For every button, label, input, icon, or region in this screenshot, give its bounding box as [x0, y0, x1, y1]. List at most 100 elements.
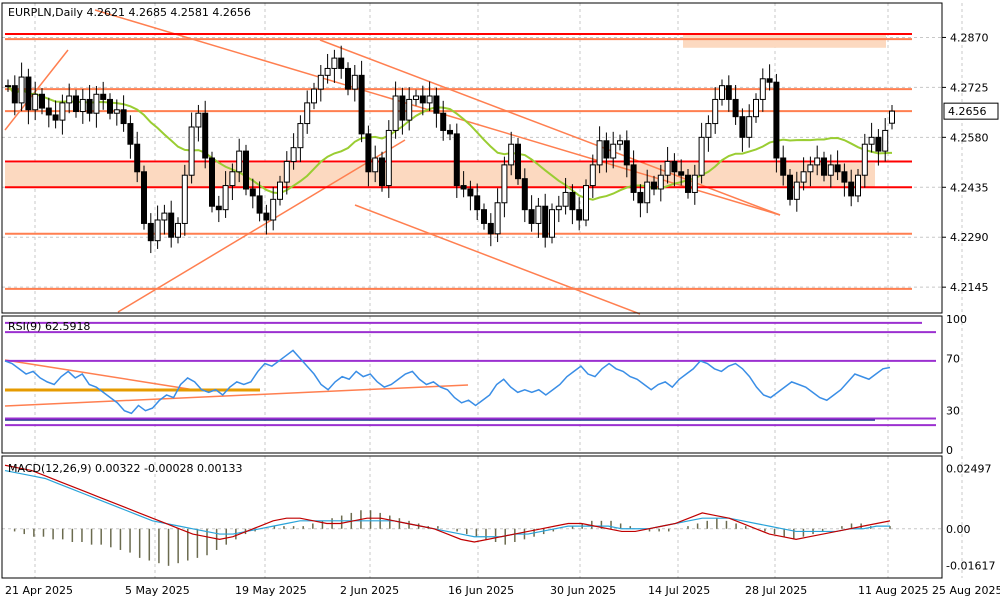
- price-zone: [683, 34, 886, 48]
- axes: 4.2870 4.2725 4.2580 4.2435 4.2290 4.2145 4.26…: [5, 31, 1000, 597]
- candle: [875, 136, 882, 152]
- candle: [535, 205, 542, 224]
- candle: [474, 195, 481, 211]
- candle: [113, 109, 120, 114]
- candle: [283, 160, 290, 183]
- candle: [671, 160, 678, 173]
- candle: [236, 150, 243, 173]
- candle: [766, 78, 773, 83]
- candle: [311, 88, 317, 104]
- candle: [623, 140, 630, 166]
- candle: [787, 174, 793, 200]
- date-tick-label: 2 Jun 2025: [340, 584, 399, 597]
- candle: [861, 143, 868, 176]
- candle: [691, 174, 698, 193]
- rsi-tick-label: 70: [946, 352, 960, 365]
- main-header: EURPLN,Daily 4.2621 4.2685 4.2581 4.2656: [8, 6, 251, 19]
- candle: [399, 95, 406, 121]
- rsi-trendline-1: [4, 359, 196, 391]
- candle: [249, 188, 256, 197]
- candle: [188, 126, 195, 176]
- candle: [426, 95, 433, 104]
- candle: [147, 222, 154, 242]
- candle: [773, 81, 780, 159]
- candle: [657, 174, 664, 190]
- candle: [263, 212, 270, 221]
- candle: [141, 171, 147, 224]
- date-tick-label: 19 May 2025: [235, 584, 307, 597]
- candle: [331, 57, 338, 69]
- candle: [712, 98, 719, 125]
- candle: [759, 78, 766, 100]
- date-tick-label: 14 Jul 2025: [648, 584, 710, 597]
- candle: [154, 219, 161, 242]
- date-tick-label: 5 May 2025: [125, 584, 190, 597]
- candles: [5, 45, 895, 254]
- candle: [576, 209, 583, 221]
- date-tick-label: 30 Jun 2025: [550, 584, 616, 597]
- candle: [780, 157, 787, 176]
- rsi-tick-label: 30: [946, 405, 960, 418]
- candle: [413, 95, 419, 100]
- candle: [358, 74, 365, 135]
- candle: [392, 95, 399, 131]
- rsi-panel: [4, 321, 936, 427]
- rsi-line: [4, 349, 891, 415]
- date-tick-label: 11 Aug 2025: [858, 584, 928, 597]
- candle: [542, 205, 549, 238]
- candle: [324, 67, 331, 76]
- moving-average: [7, 85, 893, 201]
- candle: [73, 95, 79, 112]
- candle: [685, 174, 691, 193]
- candle: [528, 209, 535, 224]
- candle: [317, 74, 324, 90]
- candle: [372, 157, 379, 173]
- candle: [39, 93, 45, 109]
- rsi-tick-label: 0: [946, 444, 953, 457]
- candle: [406, 98, 413, 121]
- rsi-tick-label: 100: [946, 313, 967, 326]
- candle: [508, 143, 515, 166]
- rsi-trendline-2: [4, 384, 469, 407]
- candle: [419, 95, 426, 104]
- price-tick-label: 4.2580: [950, 131, 989, 144]
- candle: [447, 129, 453, 135]
- candle: [256, 195, 263, 214]
- candle: [562, 191, 569, 207]
- candle: [583, 185, 589, 221]
- panel-frame-3: [1, 455, 943, 579]
- candle: [555, 205, 562, 211]
- candle: [453, 133, 460, 187]
- candle: [202, 112, 209, 159]
- candle: [821, 157, 827, 176]
- candle: [66, 95, 73, 104]
- candle: [651, 181, 657, 190]
- macd-line: [4, 464, 891, 543]
- candle: [433, 95, 440, 114]
- candle: [807, 164, 814, 173]
- candle: [345, 67, 351, 90]
- candle: [868, 136, 875, 145]
- price-tick-label: 4.2435: [950, 181, 989, 194]
- candle: [617, 140, 623, 145]
- candle: [487, 222, 494, 235]
- date-tick-label: 21 Apr 2025: [5, 584, 73, 597]
- candle: [277, 181, 283, 200]
- candle: [882, 129, 889, 152]
- candle: [304, 102, 311, 125]
- candle: [222, 185, 229, 211]
- date-tick-label: 28 Jul 2025: [745, 584, 807, 597]
- candle: [100, 93, 107, 100]
- candle: [644, 181, 651, 204]
- candle: [793, 181, 800, 200]
- candle: [209, 157, 215, 207]
- macd-signal-line: [4, 469, 890, 538]
- rsi-header: RSI(9) 62.5918: [8, 320, 90, 333]
- candle: [18, 76, 25, 104]
- candle: [79, 98, 86, 112]
- candle: [175, 222, 181, 238]
- candle: [596, 140, 603, 166]
- candle: [481, 209, 487, 224]
- candle: [753, 98, 759, 118]
- candle: [501, 164, 508, 204]
